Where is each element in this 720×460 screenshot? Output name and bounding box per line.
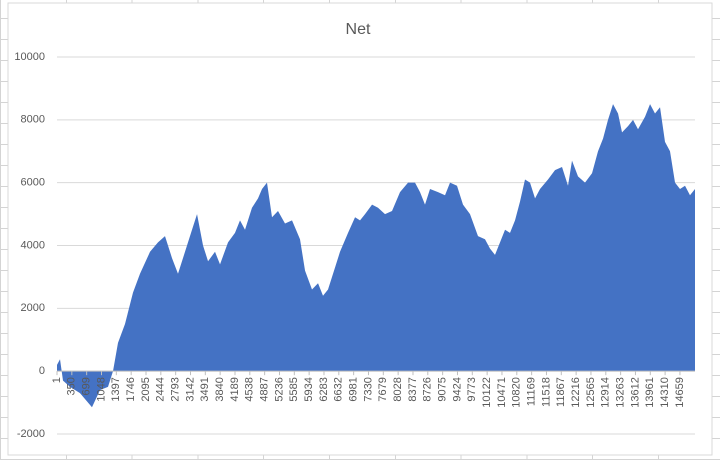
- x-tick-label: 9773: [466, 377, 478, 401]
- x-tick-label: 9424: [451, 377, 463, 401]
- x-tick-label: 3142: [184, 377, 196, 401]
- x-tick-label: 3491: [199, 377, 211, 401]
- y-tick-label: 6000: [21, 177, 45, 189]
- x-tick-label: 11169: [526, 377, 538, 406]
- x-tick-label: 350: [66, 377, 78, 395]
- x-tick-label: 4189: [229, 377, 241, 401]
- x-tick-label: 13263: [615, 377, 627, 408]
- x-tick-label: 14310: [659, 377, 671, 408]
- x-tick-label: 2793: [170, 377, 182, 401]
- x-tick-label: 3840: [214, 377, 226, 401]
- x-tick-label: 4538: [244, 377, 256, 401]
- x-tick-label: 11518: [540, 377, 552, 407]
- x-tick-label: 14659: [674, 377, 686, 408]
- x-tick-label: 2444: [155, 377, 167, 401]
- x-tick-label: 10122: [481, 377, 493, 408]
- x-tick-label: 1746: [125, 377, 137, 401]
- x-tick-label: 12565: [585, 377, 597, 408]
- y-tick-label: -2000: [17, 428, 45, 440]
- x-tick-label: 5934: [303, 377, 315, 401]
- x-tick-label: 5585: [288, 377, 300, 401]
- y-tick-label: 2000: [21, 302, 45, 314]
- x-tick-label: 5236: [273, 377, 285, 401]
- x-tick-label: 12216: [570, 377, 582, 408]
- x-tick-label: 12914: [600, 377, 612, 408]
- x-tick-label: 1397: [110, 377, 122, 401]
- x-tick-label: 8028: [392, 377, 404, 401]
- x-tick-label: 1: [51, 377, 63, 383]
- x-tick-label: 10471: [496, 377, 508, 408]
- x-tick-label: 10820: [511, 377, 523, 408]
- chart-title: Net: [346, 21, 371, 38]
- y-tick-label: 8000: [21, 114, 45, 126]
- x-tick-label: 6283: [318, 377, 330, 401]
- x-tick-label: 4887: [259, 377, 271, 401]
- x-tick-label: 6632: [333, 377, 345, 401]
- x-tick-label: 1048: [95, 377, 107, 401]
- x-tick-label: 13961: [644, 377, 656, 408]
- area: [57, 104, 695, 408]
- x-tick-label: 7679: [377, 377, 389, 401]
- x-tick-label: 9075: [437, 377, 449, 401]
- x-tick-label: 8377: [407, 377, 419, 401]
- x-tick-label: 11867: [555, 377, 567, 407]
- x-tick-label: 6981: [348, 377, 360, 401]
- y-tick-label: 0: [39, 365, 45, 377]
- x-tick-label: 13612: [629, 377, 641, 408]
- x-tick-label: 8726: [422, 377, 434, 401]
- y-tick-label: 4000: [21, 239, 45, 251]
- y-tick-label: 10000: [14, 51, 45, 63]
- x-tick-label: 7330: [362, 377, 374, 401]
- x-tick-label: 2095: [140, 377, 152, 401]
- x-tick-label: 699: [81, 377, 93, 395]
